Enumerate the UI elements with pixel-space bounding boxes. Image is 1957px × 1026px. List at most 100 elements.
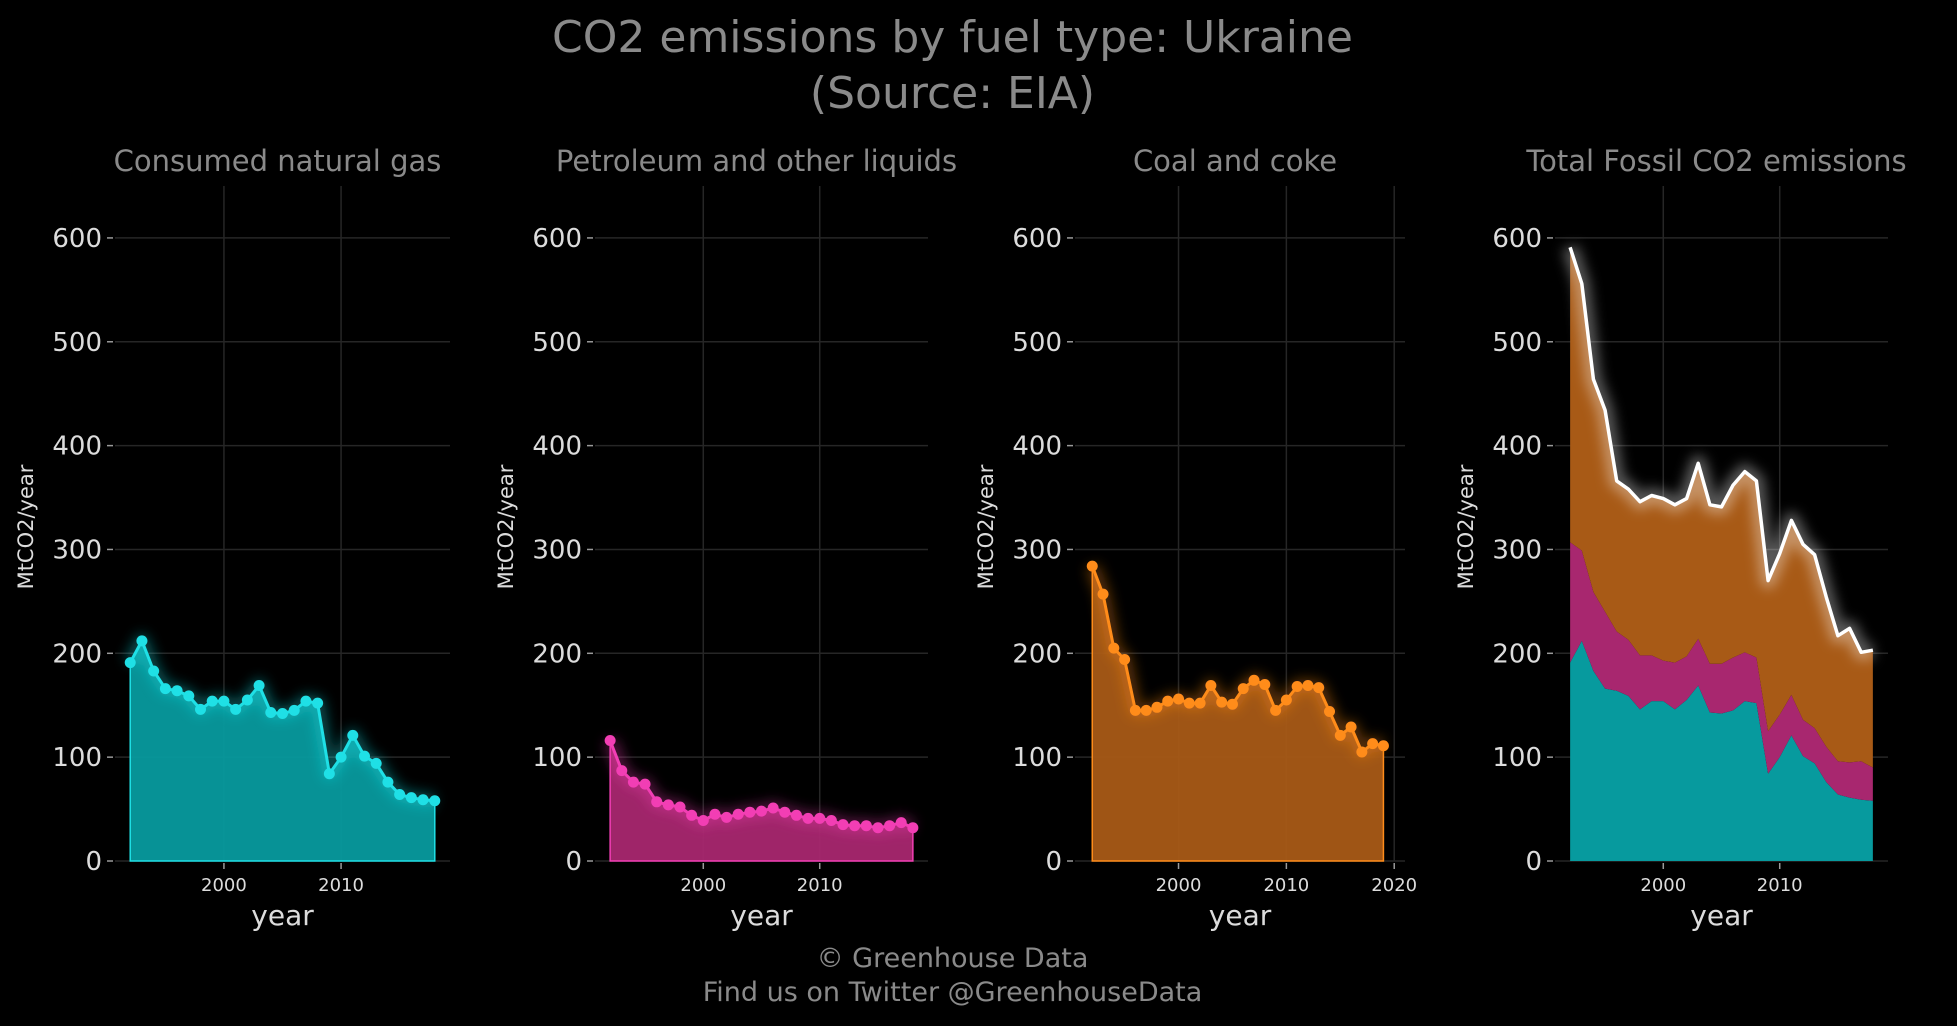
data-point bbox=[1194, 697, 1206, 709]
data-point bbox=[405, 792, 417, 804]
data-point bbox=[1334, 729, 1346, 741]
data-point bbox=[1313, 682, 1325, 694]
data-point bbox=[1140, 704, 1152, 716]
data-point bbox=[1248, 674, 1260, 686]
data-point bbox=[312, 697, 324, 709]
y-tick-label: 200 bbox=[52, 639, 102, 669]
y-axis-label: MtCO2/year bbox=[974, 464, 998, 589]
y-tick-label: 200 bbox=[1012, 639, 1062, 669]
data-point bbox=[1259, 678, 1271, 690]
data-point bbox=[697, 815, 709, 826]
data-point bbox=[1324, 705, 1336, 717]
data-point bbox=[1291, 681, 1303, 693]
data-point bbox=[884, 820, 896, 832]
x-axis-label: year bbox=[1690, 899, 1753, 932]
data-point bbox=[662, 799, 674, 811]
data-point bbox=[721, 811, 733, 823]
y-tick-label: 300 bbox=[52, 535, 102, 565]
y-tick-label: 600 bbox=[52, 224, 102, 254]
data-point bbox=[171, 685, 183, 697]
data-point bbox=[1237, 683, 1249, 695]
x-tick-label: 2010 bbox=[318, 875, 364, 896]
y-tick-label: 200 bbox=[532, 639, 582, 669]
x-axis-label: year bbox=[251, 899, 314, 932]
y-tick-label: 0 bbox=[85, 847, 102, 877]
data-point bbox=[872, 822, 884, 834]
footer-copyright: © Greenhouse Data bbox=[816, 943, 1089, 974]
data-point bbox=[907, 822, 919, 834]
y-tick-label: 500 bbox=[532, 328, 582, 358]
data-point bbox=[1097, 588, 1109, 600]
data-point bbox=[335, 751, 347, 763]
x-axis-label: year bbox=[730, 899, 793, 932]
x-tick-label: 2000 bbox=[1640, 875, 1686, 896]
y-tick-label: 100 bbox=[1492, 743, 1542, 773]
data-point bbox=[732, 808, 744, 820]
y-tick-label: 400 bbox=[1012, 432, 1062, 462]
data-point bbox=[394, 789, 406, 801]
y-tick-label: 300 bbox=[1492, 535, 1542, 565]
stacked-area-1 bbox=[1570, 640, 1873, 861]
data-point bbox=[300, 695, 312, 707]
data-point bbox=[1162, 695, 1174, 707]
data-point bbox=[206, 695, 218, 707]
x-tick-label: 2010 bbox=[1263, 875, 1309, 896]
y-axis-label: MtCO2/year bbox=[494, 464, 518, 589]
data-point bbox=[767, 802, 779, 814]
data-point bbox=[849, 820, 861, 832]
panel-title: Total Fossil CO2 emissions bbox=[1525, 144, 1906, 178]
data-point bbox=[1377, 740, 1389, 752]
panel-2: 0 100 200 300 400 500 600 2000 2010 Petroleum and… bbox=[494, 144, 957, 932]
data-point bbox=[686, 809, 698, 821]
data-point bbox=[1356, 746, 1368, 758]
data-point bbox=[814, 812, 826, 824]
y-tick-label: 600 bbox=[532, 224, 582, 254]
data-point bbox=[825, 815, 837, 826]
data-point bbox=[277, 708, 288, 720]
data-point bbox=[265, 707, 277, 718]
data-point bbox=[674, 801, 686, 813]
series-area bbox=[129, 639, 436, 862]
y-tick-label: 300 bbox=[1012, 535, 1062, 565]
y-axis-label: MtCO2/year bbox=[1454, 464, 1478, 589]
data-point bbox=[1129, 704, 1141, 716]
data-point bbox=[895, 817, 907, 829]
data-point bbox=[756, 805, 767, 817]
data-point bbox=[627, 776, 639, 788]
y-tick-label: 0 bbox=[1045, 847, 1062, 877]
panel-title: Petroleum and other liquids bbox=[556, 144, 957, 178]
data-point bbox=[1205, 680, 1217, 691]
data-point bbox=[358, 750, 370, 762]
data-point bbox=[1270, 704, 1282, 716]
y-tick-label: 400 bbox=[1492, 432, 1542, 462]
total-line bbox=[1568, 246, 1874, 655]
y-tick-label: 0 bbox=[1525, 847, 1542, 877]
y-tick-label: 0 bbox=[565, 847, 582, 877]
data-point bbox=[347, 729, 359, 741]
data-point bbox=[148, 665, 160, 677]
data-point bbox=[417, 794, 429, 806]
data-point bbox=[1367, 738, 1379, 750]
chart-title-line2: (Source: EIA) bbox=[809, 68, 1096, 119]
y-tick-label: 100 bbox=[1012, 743, 1062, 773]
data-point bbox=[802, 812, 814, 824]
y-tick-label: 400 bbox=[532, 432, 582, 462]
data-point bbox=[1302, 680, 1314, 691]
x-tick-label: 2000 bbox=[680, 875, 726, 896]
data-point bbox=[429, 795, 441, 807]
data-point bbox=[709, 808, 721, 820]
y-tick-label: 600 bbox=[1012, 224, 1062, 254]
data-point bbox=[136, 635, 148, 647]
data-point bbox=[195, 703, 207, 715]
panel-1: 0 100 200 300 400 500 600 2000 2010 Consumed natu… bbox=[14, 144, 450, 932]
panel-title: Coal and coke bbox=[1133, 144, 1337, 178]
chart-title-line1: CO2 emissions by fuel type: Ukraine bbox=[552, 12, 1353, 63]
data-point bbox=[159, 683, 171, 695]
x-tick-label: 2020 bbox=[1371, 875, 1417, 896]
data-point bbox=[241, 694, 253, 706]
data-point bbox=[124, 657, 136, 669]
y-tick-label: 100 bbox=[52, 743, 102, 773]
y-tick-label: 200 bbox=[1492, 639, 1542, 669]
y-tick-label: 300 bbox=[532, 535, 582, 565]
